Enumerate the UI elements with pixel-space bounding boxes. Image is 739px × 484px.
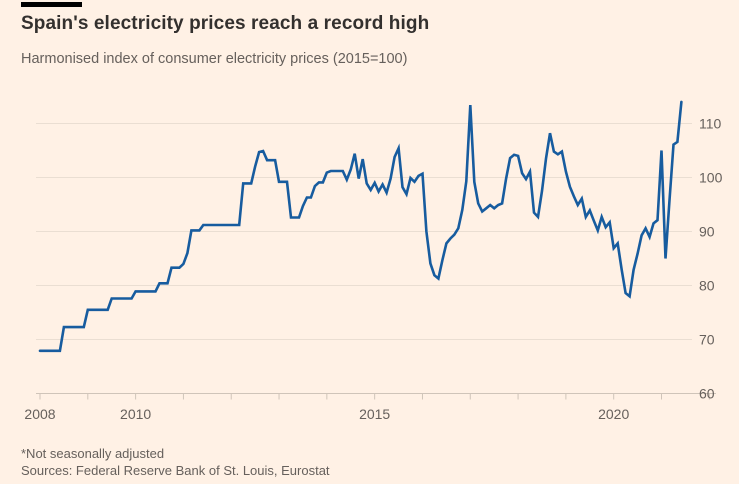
y-tick-label: 90 bbox=[699, 224, 715, 240]
y-tick-label: 80 bbox=[699, 278, 715, 294]
footnote-sources: Sources: Federal Reserve Bank of St. Lou… bbox=[21, 463, 330, 478]
y-tick-label: 70 bbox=[699, 332, 715, 348]
chart-title: Spain's electricity prices reach a recor… bbox=[21, 13, 430, 34]
y-tick-label: 100 bbox=[699, 170, 723, 186]
chart-subtitle: Harmonised index of consumer electricity… bbox=[21, 51, 408, 67]
ft-top-bar bbox=[21, 2, 82, 7]
x-tick-label: 2015 bbox=[359, 406, 390, 422]
x-tick-label: 2020 bbox=[598, 406, 629, 422]
footnote-note: *Not seasonally adjusted bbox=[21, 446, 165, 461]
price-line bbox=[38, 100, 683, 353]
x-tick-label: 2008 bbox=[24, 406, 55, 422]
x-tick-label: 2010 bbox=[120, 406, 151, 422]
y-tick-label: 110 bbox=[699, 116, 722, 132]
chart-footnote: *Not seasonally adjusted Sources: Federa… bbox=[21, 445, 721, 479]
y-tick-label: 60 bbox=[699, 386, 715, 402]
